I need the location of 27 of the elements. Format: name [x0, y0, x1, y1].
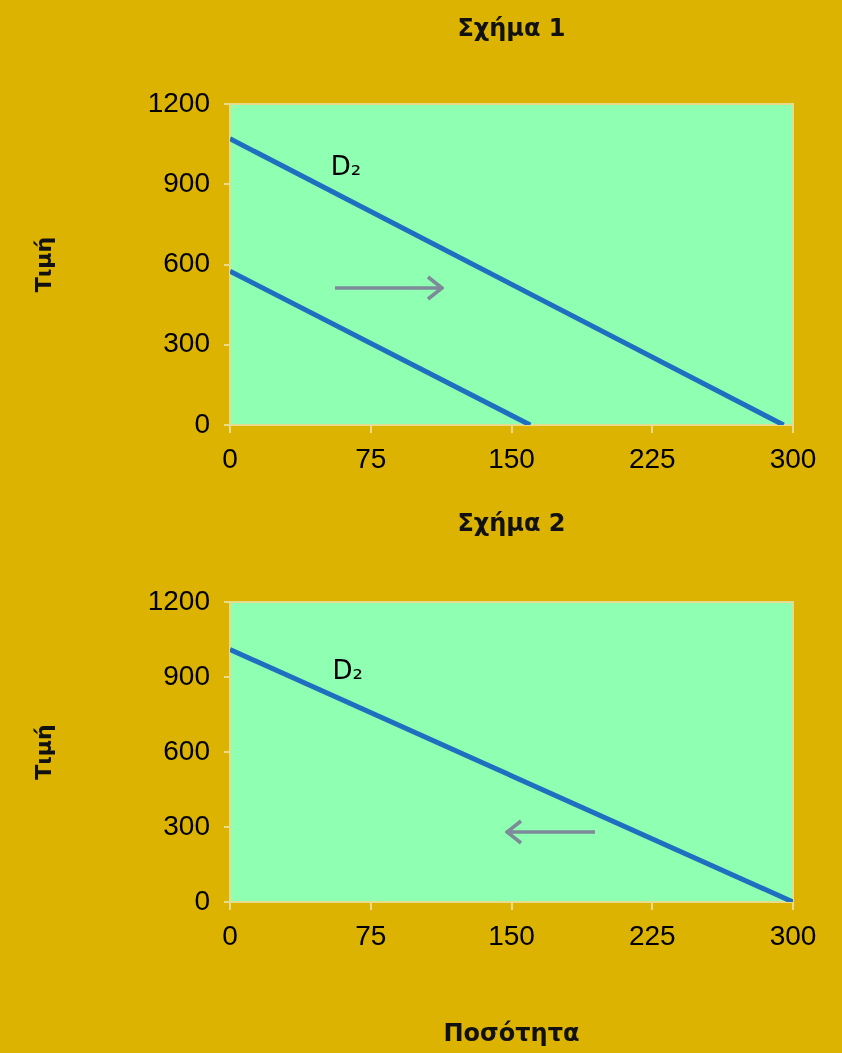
y-axis-title: Τιμή	[30, 236, 56, 293]
x-tick-label: 225	[628, 919, 676, 951]
y-tick-label: 600	[163, 734, 210, 766]
y-tick-label: 600	[163, 247, 210, 279]
y-axis-title: Τιμή	[30, 724, 56, 780]
x-tick-label: 150	[488, 442, 535, 474]
y-tick-label: 1200	[147, 86, 210, 118]
x-tick-label: 300	[769, 919, 817, 951]
y-tick-label: 900	[163, 166, 210, 198]
y-tick-label: 300	[163, 809, 210, 841]
chart-title: Σχήμα 2	[456, 509, 567, 537]
series-label: D₂	[332, 654, 364, 685]
y-tick-label: 0	[194, 407, 210, 439]
x-tick-label: 300	[769, 442, 817, 474]
x-tick-label: 150	[488, 919, 535, 951]
y-tick-label: 0	[194, 884, 210, 916]
x-tick-label: 75	[355, 442, 387, 474]
y-tick-label: 300	[163, 327, 210, 359]
x-tick-label: 225	[628, 442, 676, 474]
x-tick-label: 75	[355, 919, 387, 951]
y-tick-label: 1200	[147, 584, 210, 616]
x-tick-label: 0	[222, 442, 238, 474]
series-label: D₂	[330, 150, 362, 181]
x-axis-title: Ποσότητα	[443, 1018, 580, 1047]
chart-title: Σχήμα 1	[456, 14, 567, 42]
y-tick-label: 900	[163, 659, 210, 691]
x-tick-label: 0	[222, 919, 238, 951]
